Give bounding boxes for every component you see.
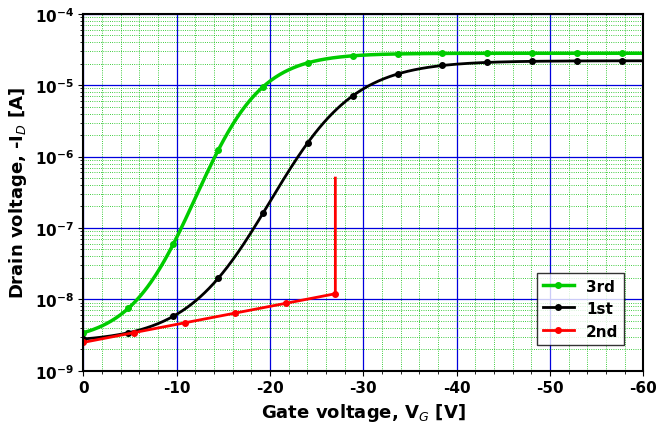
- Line: 1st: 1st: [81, 59, 646, 342]
- 2nd: [80, 340, 88, 345]
- 1st: [345, 97, 353, 102]
- 1st: [639, 59, 647, 64]
- 2nd: [331, 176, 339, 181]
- 1st: [80, 337, 88, 342]
- Line: 2nd: 2nd: [81, 176, 338, 345]
- 1st: [412, 68, 420, 73]
- 1st: [382, 76, 390, 81]
- 2nd: [212, 314, 220, 319]
- 3rd: [80, 330, 88, 335]
- Line: 3rd: 3rd: [81, 51, 646, 336]
- 3rd: [345, 54, 353, 59]
- 1st: [349, 94, 357, 99]
- 1st: [539, 59, 546, 64]
- 3rd: [412, 52, 420, 57]
- 1st: [625, 59, 633, 64]
- 3rd: [349, 54, 357, 59]
- 2nd: [205, 316, 212, 321]
- 3rd: [539, 52, 546, 57]
- Y-axis label: Drain voltage, -I$_D$ [A]: Drain voltage, -I$_D$ [A]: [7, 87, 29, 298]
- Legend: 3rd, 1st, 2nd: 3rd, 1st, 2nd: [537, 273, 624, 345]
- X-axis label: Gate voltage, V$_G$ [V]: Gate voltage, V$_G$ [V]: [261, 401, 465, 423]
- 3rd: [382, 52, 390, 58]
- 2nd: [290, 300, 297, 305]
- 2nd: [144, 328, 152, 333]
- 3rd: [625, 52, 633, 57]
- 3rd: [639, 52, 647, 57]
- 2nd: [232, 310, 240, 316]
- 2nd: [327, 292, 335, 298]
